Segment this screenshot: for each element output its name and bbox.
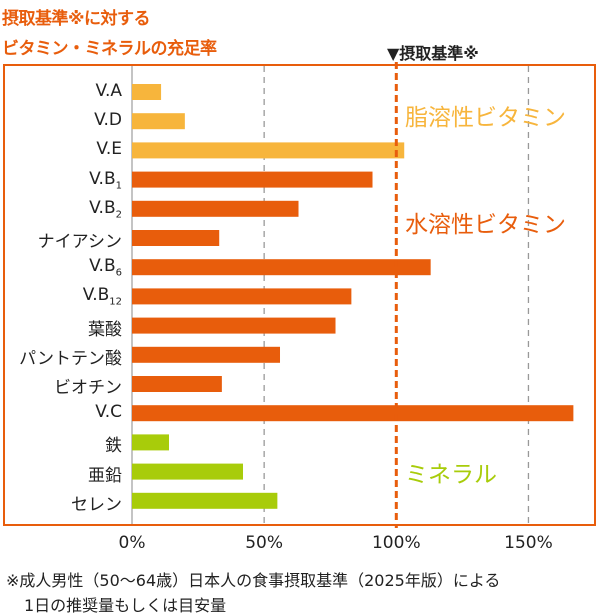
group-label-mineral: ミネラル	[405, 462, 497, 488]
bar	[132, 317, 336, 334]
footnote-line2: 1日の推奨量もしくは目安量	[24, 596, 227, 615]
category-label: V.A	[95, 81, 122, 101]
reference-line-label: ▼摂取基準※	[387, 44, 479, 63]
category-label: V.D	[94, 110, 122, 131]
category-label: V.B2	[89, 197, 122, 221]
category-label: V.B12	[82, 285, 122, 308]
category-label: V.E	[96, 139, 122, 160]
bar	[132, 230, 220, 246]
plot-frame	[3, 64, 596, 526]
category-label: ナイアシン	[37, 232, 122, 252]
chart-title-line1: 摂取基準※に対する	[2, 9, 151, 29]
bar	[132, 259, 431, 276]
bar	[132, 171, 373, 188]
category-label: 亜鉛	[88, 465, 122, 486]
bar	[132, 463, 244, 480]
bar	[132, 84, 162, 100]
category-label: V.B1	[89, 168, 122, 191]
bar	[132, 376, 222, 392]
bar	[132, 113, 185, 130]
bar	[132, 434, 170, 451]
bar	[132, 142, 405, 159]
category-label: 鉄	[105, 436, 122, 457]
group-label-water-soluble: 水溶性ビタミン	[405, 212, 566, 238]
chart-title-line2: ビタミン・ミネラルの充足率	[2, 39, 217, 59]
category-label: 葉酸	[88, 319, 122, 340]
bar	[132, 346, 281, 363]
category-label: セレン	[71, 494, 122, 515]
bar	[132, 492, 278, 509]
x-tick-label: 150%	[504, 533, 553, 553]
category-label: V.C	[95, 402, 122, 423]
bar	[132, 200, 299, 217]
category-label: パントテン酸	[19, 348, 122, 369]
bar	[132, 288, 352, 305]
category-label: V.B6	[89, 256, 122, 279]
category-label: ビオチン	[54, 378, 122, 398]
footnote-line1: ※成人男性（50〜64歳）日本人の食事摂取基準（2025年版）による	[6, 571, 501, 590]
bar	[132, 405, 574, 422]
x-tick-label: 100%	[371, 533, 421, 553]
group-label-fat-soluble: 脂溶性ビタミン	[405, 105, 566, 131]
x-tick-label: 50%	[245, 533, 284, 553]
x-tick-label: 0%	[118, 533, 146, 553]
